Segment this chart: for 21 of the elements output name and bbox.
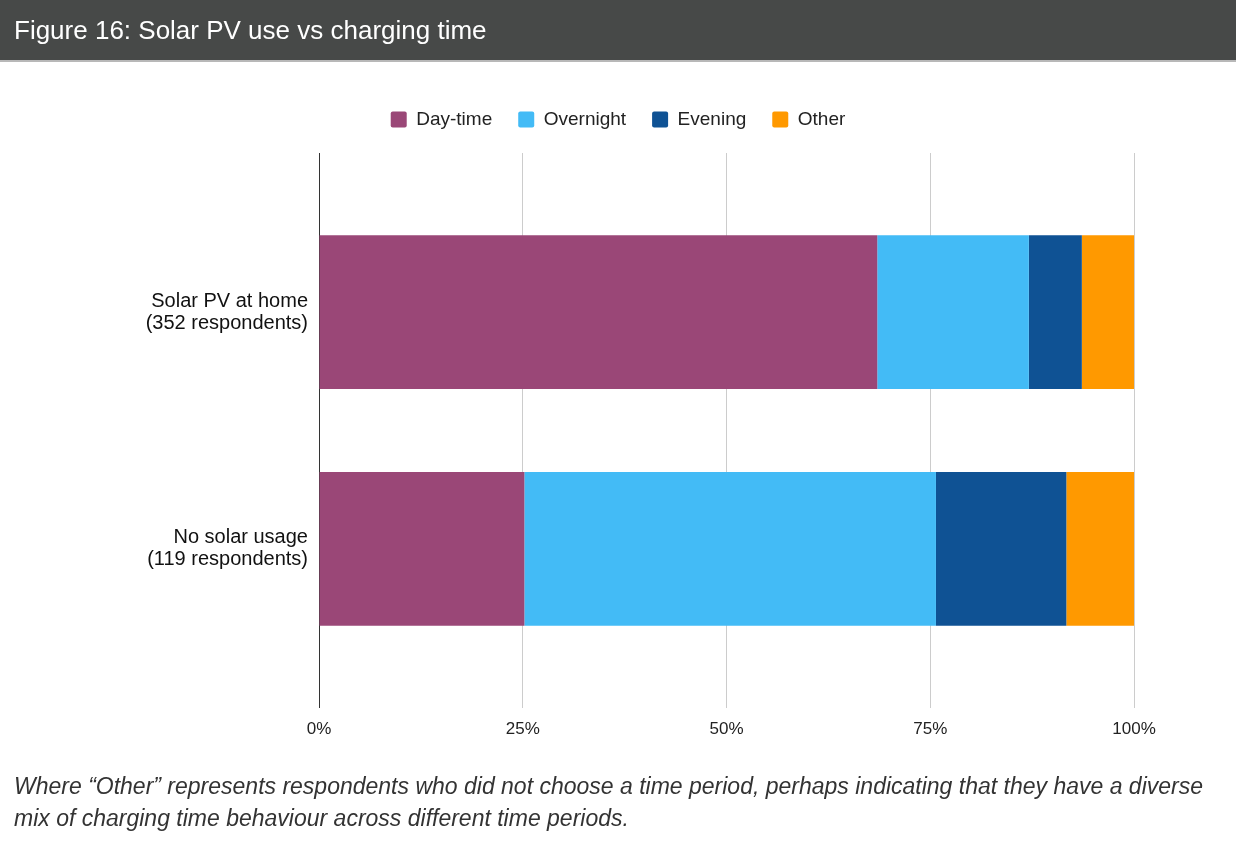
- chart-title: Figure 16: Solar PV use vs charging time: [0, 0, 1236, 62]
- bar: [1081, 235, 1134, 390]
- bar: [877, 235, 1029, 390]
- x-tick-label: 25%: [505, 718, 540, 738]
- legend-label: Evening: [677, 107, 747, 129]
- bar: [1066, 471, 1134, 626]
- legend-label: Overnight: [543, 107, 627, 129]
- bar: [1028, 235, 1082, 390]
- bar: [524, 471, 936, 626]
- bar: [319, 235, 878, 390]
- text: Where “Other” represents respondents who did not choose a time period, perhaps indicating that they have a diverse mix of charging time behaviour across different time periods.: [14, 772, 1204, 833]
- x-tick-label: 50%: [709, 718, 744, 738]
- bar: [935, 471, 1067, 626]
- x-tick-label: 75%: [913, 718, 948, 738]
- bar: [319, 471, 525, 626]
- x-tick-label: 100%: [1112, 718, 1156, 738]
- legend-label: Day-time: [416, 107, 493, 129]
- y-tick-label: No solar usage (119 respondents): [147, 525, 308, 570]
- legend-label: Other: [797, 107, 846, 129]
- x-tick-label: 0%: [306, 718, 332, 738]
- y-tick-label: Solar PV at home (352 respondents): [145, 288, 308, 333]
